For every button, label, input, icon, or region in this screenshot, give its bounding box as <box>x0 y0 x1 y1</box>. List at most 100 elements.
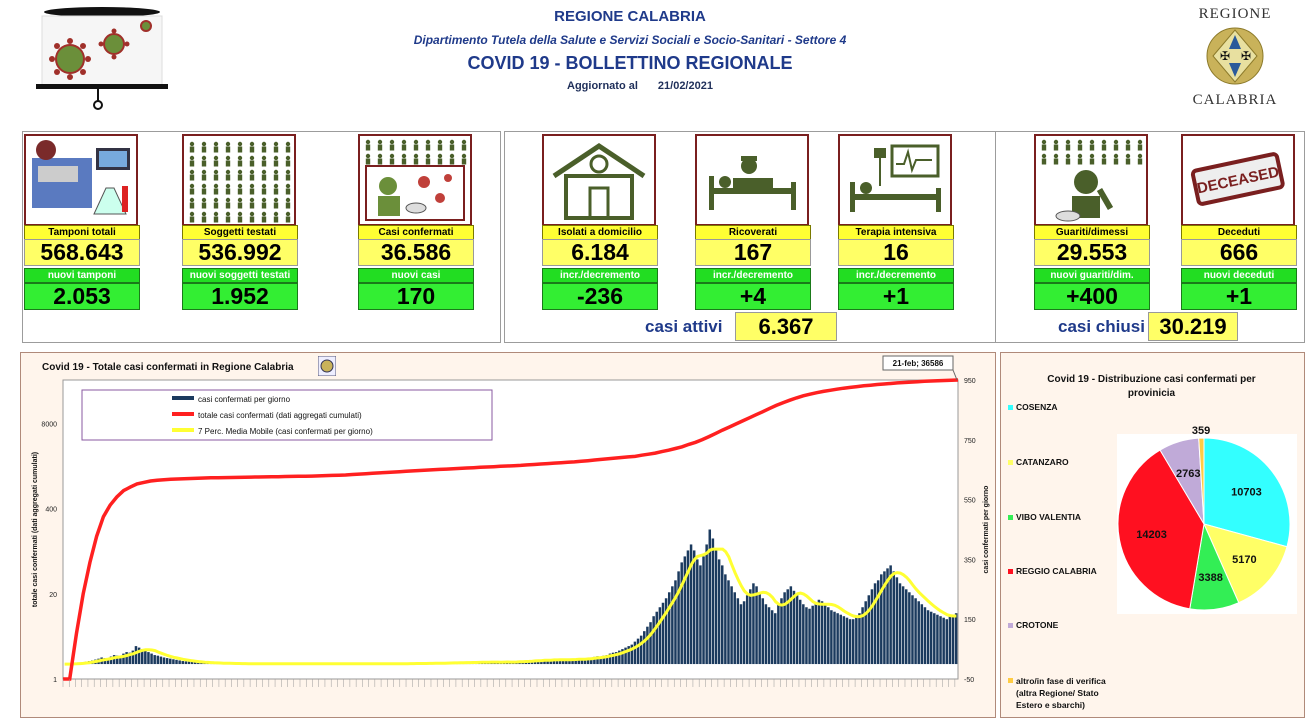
daily-case-bar <box>696 559 699 665</box>
daily-case-bar <box>580 659 584 665</box>
kpi-label: Ricoverati <box>695 225 811 240</box>
daily-case-bar <box>848 619 852 665</box>
daily-case-bar <box>911 595 914 665</box>
daily-case-bar <box>830 610 833 665</box>
svg-text:✠: ✠ <box>1220 49 1231 63</box>
daily-case-bar <box>933 613 936 665</box>
daily-case-bar <box>873 583 877 665</box>
daily-case-bar <box>565 659 568 665</box>
active-cases-label: casi attivi <box>645 317 723 336</box>
daily-case-bar <box>867 595 871 665</box>
annotation-box <box>882 355 954 371</box>
cumulative-cases-line <box>63 378 959 681</box>
region-logo: REGIONE ✠ ✠ CALABRIA <box>1190 6 1280 109</box>
daily-case-bar <box>774 613 777 665</box>
kpi-value: 6.184 <box>542 239 658 266</box>
right-tick-label: 350 <box>964 557 976 564</box>
pie-value-label: 359 <box>1192 425 1210 437</box>
kpi-label: Soggetti testati <box>182 225 298 240</box>
daily-case-bar <box>714 550 718 665</box>
daily-case-bar <box>948 616 952 665</box>
legend-swatch <box>1008 569 1013 574</box>
infected-person-icon <box>358 134 472 226</box>
daily-case-bar <box>755 586 758 665</box>
province-legend-label: REGGIO CALABRIA <box>1016 566 1097 576</box>
pie-value-label: 5170 <box>1232 554 1256 566</box>
kpi-label: Guariti/dimessi <box>1034 225 1150 240</box>
daily-case-bar <box>817 599 821 665</box>
legend-swatch <box>172 428 194 432</box>
daily-case-bar <box>621 649 624 665</box>
daily-case-bar <box>636 638 640 665</box>
province-legend-label: CATANZARO <box>1016 457 1069 467</box>
daily-case-bar <box>780 598 783 665</box>
legend-label: totale casi confermati (dati aggregati c… <box>198 411 362 420</box>
kpi-sub-label: nuovi casi <box>358 268 474 283</box>
daily-case-bar <box>945 619 949 665</box>
daily-case-bar <box>618 650 621 665</box>
daily-case-bar <box>708 529 712 665</box>
daily-case-bar <box>692 550 696 665</box>
daily-case-bar <box>652 616 655 665</box>
daily-case-bar <box>671 586 674 665</box>
daily-case-bar <box>172 659 175 665</box>
daily-case-bar <box>901 586 905 665</box>
pie-slice <box>1198 437 1205 525</box>
daily-case-bar <box>920 604 924 665</box>
daily-case-bar <box>833 611 836 665</box>
legend-swatch <box>172 412 194 416</box>
daily-case-bar <box>549 660 552 665</box>
left-tick-label: 20 <box>49 592 57 599</box>
moving-average-line <box>64 547 957 666</box>
legend-swatch <box>1008 460 1013 465</box>
svg-text:✠: ✠ <box>1241 49 1252 63</box>
kpi-sub-value: 2.053 <box>24 283 140 310</box>
daily-case-bar <box>827 607 830 665</box>
region-crest-icon: ✠ ✠ <box>1206 27 1264 85</box>
daily-case-bar <box>165 658 169 665</box>
kpi-sub-value: +1 <box>838 283 954 310</box>
daily-case-bar <box>770 610 774 665</box>
daily-case-bar <box>767 607 771 665</box>
pie-slice <box>1203 437 1291 548</box>
daily-case-bar <box>795 595 799 665</box>
daily-case-bar <box>574 658 577 665</box>
kpi-sub-value: +1 <box>1181 283 1297 310</box>
closed-cases-label: casi chiusi <box>1058 317 1145 336</box>
kpi-value: 536.992 <box>182 239 298 266</box>
daily-case-bar <box>555 659 559 665</box>
daily-case-bar <box>764 604 768 665</box>
kpi-label: Isolati a domicilio <box>542 225 658 240</box>
daily-case-bar <box>792 590 796 665</box>
daily-case-bar <box>586 658 590 665</box>
pie-value-label: 10703 <box>1231 487 1262 499</box>
legend-swatch <box>172 396 194 400</box>
daily-case-bar <box>745 595 749 665</box>
daily-case-bar <box>805 607 808 665</box>
daily-case-bar <box>137 647 141 665</box>
kpi-sub-label: incr./decremento <box>695 268 811 283</box>
closed-cases-value: 30.219 <box>1148 312 1238 341</box>
region-title: REGIONE CALABRIA <box>554 8 706 25</box>
daily-case-bar <box>664 598 668 665</box>
legend-label: 7 Perc. Media Mobile (casi confermati pe… <box>198 427 373 436</box>
daily-case-bar <box>639 635 643 665</box>
daily-case-bar <box>777 604 780 665</box>
right-tick-label: -50 <box>964 677 974 684</box>
daily-case-bar <box>739 604 743 665</box>
daily-case-bar <box>711 538 715 665</box>
active-cases-value: 6.367 <box>735 312 837 341</box>
lab-equipment-icon <box>24 134 138 226</box>
left-axis-label: totale casi confermati (dati aggregati c… <box>32 452 39 607</box>
daily-case-bar <box>864 601 867 665</box>
daily-case-bar <box>116 655 119 665</box>
daily-case-bar <box>122 653 125 665</box>
daily-case-bar <box>936 614 939 665</box>
daily-case-bar <box>608 653 612 665</box>
daily-case-bar <box>162 657 166 665</box>
daily-case-bar <box>883 571 886 665</box>
daily-case-bar <box>705 544 708 665</box>
pie-value-label: 2763 <box>1176 468 1200 480</box>
kpi-sub-label: nuovi guariti/dim. <box>1034 268 1150 283</box>
daily-case-bar <box>851 619 855 665</box>
